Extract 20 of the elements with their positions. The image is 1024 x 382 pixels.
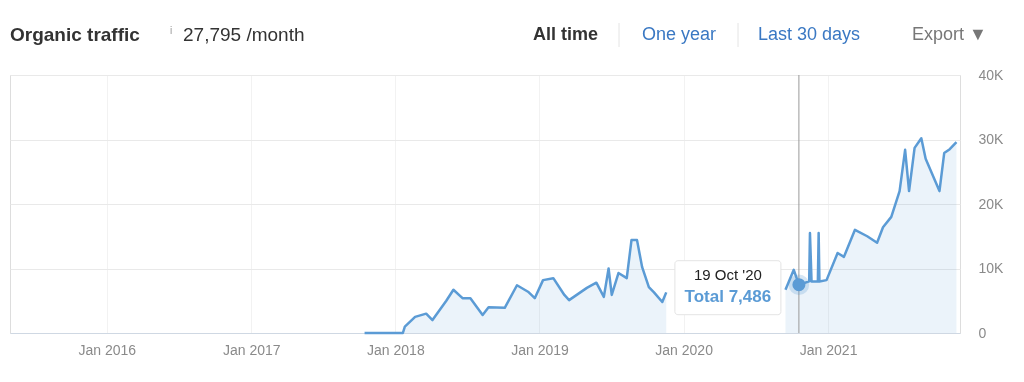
x-tick-label: Jan 2018 [367, 341, 425, 358]
x-tick-label: Jan 2016 [78, 341, 137, 358]
text: i [170, 25, 173, 36]
annotation: Total 7,486 [684, 286, 772, 306]
text: One year [642, 24, 717, 44]
text: Last 30 days [758, 24, 861, 44]
text: All time [533, 24, 599, 44]
y-tick-label: 40K [978, 66, 1005, 83]
x-tick-label: Jan 2021 [799, 341, 858, 358]
x-tick-label: Jan 2020 [655, 341, 714, 358]
y-tick-label: 10K [978, 260, 1005, 276]
y-tick-label: 20K [978, 195, 1005, 212]
y-tick-label: 0 [978, 324, 987, 341]
chart-title: Organic traffic [10, 24, 141, 45]
chart-subtitle: 27,795 /month [183, 24, 305, 45]
x-tick-label: Jan 2019 [511, 341, 569, 358]
x-tick-label: Jan 2017 [222, 341, 281, 358]
annotation: 19 Oct '20 [693, 265, 762, 283]
text: Export ▼ [912, 24, 987, 44]
y-tick-label: 30K [978, 131, 1005, 147]
